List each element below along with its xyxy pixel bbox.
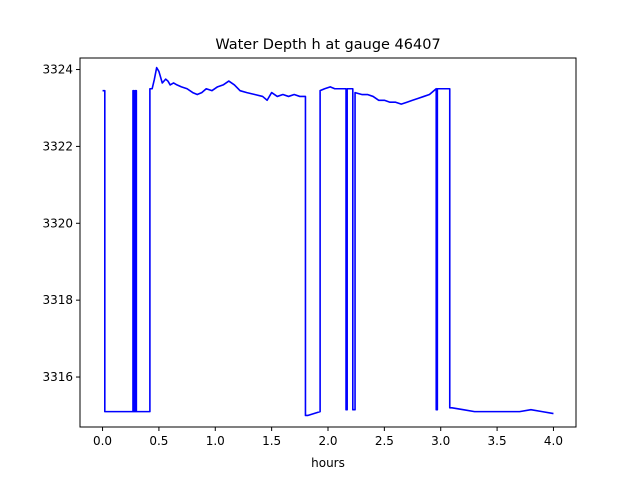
- x-tick-label: 0.5: [149, 434, 168, 448]
- plot-frame: [79, 57, 577, 428]
- x-axis-ticks: 0.0 0.5 1.0 1.5 2.0 2.5 3.0 3.5 4.0: [93, 427, 563, 448]
- x-tick-label: 0.0: [93, 434, 112, 448]
- chart-title: Water Depth h at gauge 46407: [215, 37, 440, 53]
- x-tick-label: 1.5: [262, 434, 281, 448]
- y-axis-ticks: 3316 3318 3320 3322 3324: [42, 63, 80, 384]
- x-tick-label: 4.0: [544, 434, 563, 448]
- x-axis-label: hours: [311, 456, 345, 470]
- y-tick-label: 3322: [42, 139, 73, 153]
- x-tick-label: 2.0: [318, 434, 337, 448]
- y-tick-label: 3320: [42, 216, 73, 230]
- y-tick-label: 3318: [42, 293, 73, 307]
- x-tick-label: 2.5: [375, 434, 394, 448]
- y-tick-label: 3316: [42, 370, 73, 384]
- series-line-0: [102, 66, 554, 417]
- x-tick-label: 3.5: [488, 434, 507, 448]
- x-tick-label: 1.0: [206, 434, 225, 448]
- x-tick-label: 3.0: [431, 434, 450, 448]
- y-tick-label: 3324: [42, 63, 73, 77]
- plot-lines: [102, 66, 554, 417]
